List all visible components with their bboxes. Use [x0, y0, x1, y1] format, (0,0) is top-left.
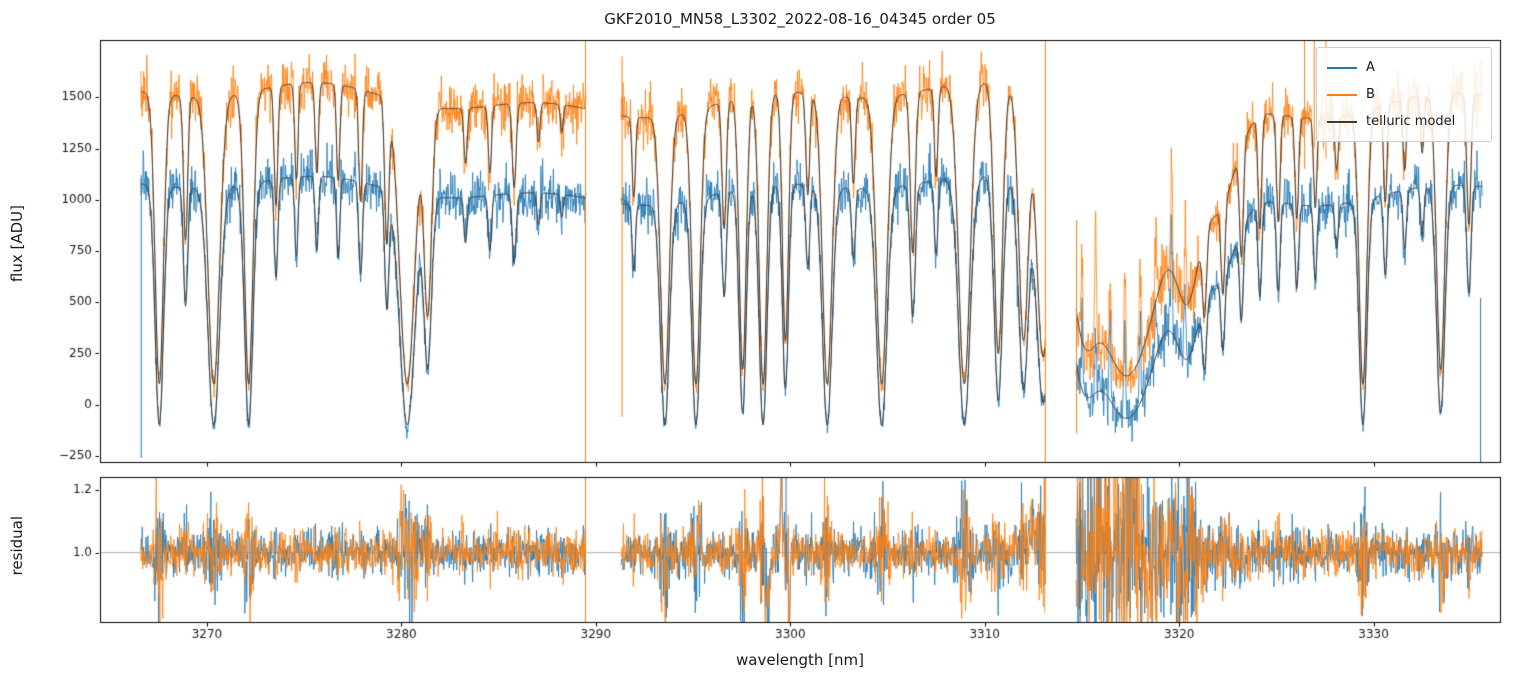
- legend-label-b: B: [1366, 87, 1375, 102]
- legend-item-a: A: [1327, 54, 1481, 81]
- legend-label-a: A: [1366, 60, 1375, 75]
- legend-label-telluric-model: telluric model: [1366, 114, 1456, 129]
- telluric-model-line-swatch: [1327, 120, 1357, 123]
- series-b-line-swatch: [1327, 93, 1357, 96]
- legend-item-b: B: [1327, 81, 1481, 108]
- residual-axis-label: residual: [8, 516, 26, 576]
- series-a-line-swatch: [1327, 66, 1357, 69]
- chart-title: GKF2010_MN58_L3302_2022-08-16_04345 orde…: [604, 10, 996, 28]
- x-axis-label: wavelength [nm]: [736, 651, 864, 669]
- legend: A B telluric model: [1316, 47, 1492, 142]
- flux-axis-label: flux [ADU]: [8, 205, 26, 283]
- legend-item-telluric-model: telluric model: [1327, 108, 1481, 135]
